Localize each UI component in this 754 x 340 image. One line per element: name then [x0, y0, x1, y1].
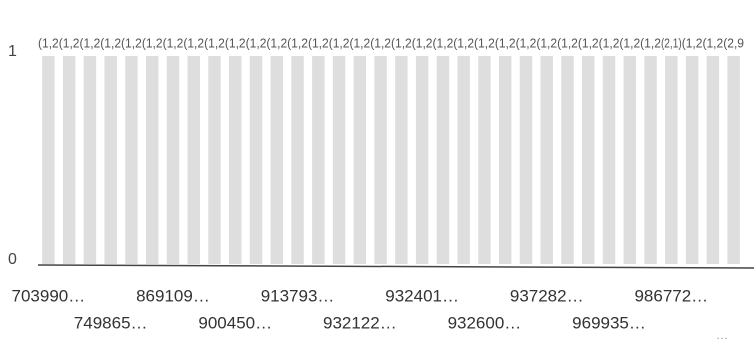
y-tick-label: 0: [8, 251, 17, 268]
bar-label: (1,2: [204, 35, 225, 50]
bar: [519, 56, 533, 264]
bar: [685, 56, 699, 264]
bar-label: (1,2: [142, 35, 163, 50]
bar: [353, 56, 367, 264]
bar-label: (1,2: [536, 35, 557, 50]
x-tick-label: 986772…: [634, 286, 708, 305]
x-tick-label: 913793…: [261, 286, 335, 305]
bar: [270, 56, 284, 264]
bar: [727, 56, 740, 264]
bar-label: (1,2: [121, 35, 142, 50]
bar: [166, 56, 180, 264]
bar-label: (1,2: [453, 35, 474, 50]
bar-label: (1,2: [557, 35, 578, 50]
x-tick-label: 900450…: [198, 313, 272, 332]
x-tick-label: 749865…: [74, 313, 148, 332]
bar: [249, 56, 263, 264]
bar-label: (1,2: [59, 35, 80, 50]
bar-label: (1,2: [266, 35, 287, 50]
bar-label: (2,9: [723, 35, 744, 50]
bar-label: (1,2: [682, 35, 703, 50]
bar: [498, 56, 512, 264]
bar: [644, 56, 657, 264]
x-tick-label: 703990…: [12, 286, 86, 305]
x-tick-label: 932600…: [448, 313, 522, 332]
bar: [312, 56, 325, 264]
x-tick-label: 932401…: [385, 286, 459, 305]
bar-label: (1,2: [183, 35, 204, 50]
bar: [208, 56, 221, 264]
y-tick-label: 1: [8, 43, 17, 60]
bar-label: (1,2: [246, 35, 267, 50]
bar-label: (1,2: [495, 35, 516, 50]
bar: [395, 56, 408, 264]
bar-label: (1,2: [287, 35, 308, 50]
bar: [623, 56, 637, 264]
bar: [582, 56, 595, 264]
bar: [145, 56, 159, 264]
bar-label: (1,2: [370, 35, 391, 50]
bar-label: (1,2: [100, 35, 121, 50]
x-tick-label: 932122…: [323, 313, 397, 332]
bar: [457, 56, 470, 264]
bar: [83, 56, 97, 264]
bar: [291, 56, 304, 264]
bar: [706, 56, 720, 264]
bar: [374, 56, 387, 264]
bar: [125, 56, 138, 264]
bar-label: (1,2: [433, 35, 454, 50]
bar-label: (1,2: [474, 35, 495, 50]
bar: [187, 56, 200, 264]
bar: [665, 56, 678, 264]
bar-label: (1,2: [702, 35, 723, 50]
bar-label: (2,1): [661, 35, 682, 50]
bar-label: (1,2: [80, 35, 101, 50]
bar-label: (1,2: [619, 35, 640, 50]
bar-label: (1,2: [225, 35, 246, 50]
bar-label: (1,2: [640, 35, 661, 50]
bar-label: (1,2: [516, 35, 537, 50]
bar: [104, 56, 117, 264]
x-axis: [37, 264, 754, 269]
more-indicator: …: [716, 328, 728, 340]
bar: [62, 56, 76, 264]
bar: [415, 56, 429, 264]
x-tick-label: 937282…: [510, 286, 584, 305]
x-tick-label: 869109…: [136, 286, 210, 305]
bar-label: (1,2: [578, 35, 599, 50]
bar-label: (1,2: [308, 35, 329, 50]
bar: [42, 56, 55, 264]
bar-label: (1,2: [329, 35, 350, 50]
x-tick-label: 969935…: [572, 313, 646, 332]
bar: [478, 56, 491, 264]
bar-label: (1,2: [599, 35, 620, 50]
bar: [229, 56, 242, 264]
bar-label: (1,2: [391, 35, 412, 50]
bar: [602, 56, 616, 264]
bar-label: (1,2: [349, 35, 370, 50]
bar: [436, 56, 450, 264]
bar-label: (1,2: [412, 35, 433, 50]
bar-label: (1,2: [38, 35, 59, 50]
bar: [561, 56, 574, 264]
bar: [332, 56, 346, 264]
bar: [540, 56, 553, 264]
bar-label: (1,2: [163, 35, 184, 50]
